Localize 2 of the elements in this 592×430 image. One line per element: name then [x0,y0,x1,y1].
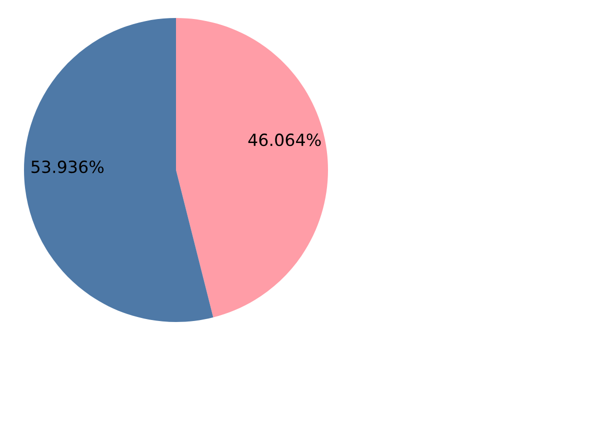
data-label: 46.064% [248,134,321,146]
data-label: 53.936% [32,160,104,174]
